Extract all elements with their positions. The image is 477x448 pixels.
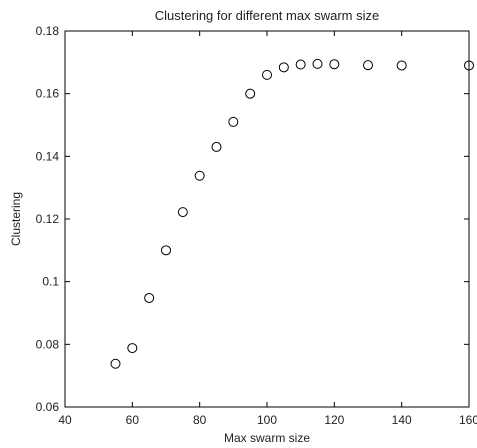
data-point-0-9: [262, 69, 272, 80]
data-point-0-12: [312, 58, 323, 69]
chart-title: Clustering for different max swarm size: [155, 8, 379, 23]
data-point-0-4: [177, 207, 188, 218]
y-tick-label-0: 0.06: [36, 400, 60, 414]
data-point-0-2: [144, 292, 155, 303]
x-tick-label-0: 40: [58, 413, 72, 427]
data-point-0-13: [329, 59, 340, 70]
data-point-0-5: [194, 170, 205, 181]
data-point-0-1: [127, 343, 138, 354]
data-point-0-14: [363, 60, 373, 71]
x-tick-group: 40 60 80 100 120 140 160: [58, 31, 477, 427]
y-tick-group: 0.06 0.08 0.1 0.12 0.14 0.16 0.18: [36, 24, 469, 414]
data-point-0-6: [211, 141, 222, 152]
data-point-0-11: [295, 59, 306, 70]
data-point-0-0: [110, 358, 121, 369]
y-tick-label-6: 0.18: [36, 24, 60, 38]
x-tick-label-5: 140: [392, 413, 412, 427]
y-tick-label-4: 0.14: [36, 149, 60, 163]
y-axis-label: Clustering: [9, 192, 23, 246]
x-tick-label-6: 160: [459, 413, 477, 427]
x-tick-label-2: 80: [193, 413, 207, 427]
x-tick-label-4: 120: [324, 413, 344, 427]
x-tick-label-1: 60: [126, 413, 140, 427]
data-point-0-10: [278, 62, 289, 73]
x-tick-label-3: 100: [257, 413, 277, 427]
y-tick-label-2: 0.1: [42, 275, 59, 289]
data-point-0-8: [245, 88, 256, 99]
plot-frame: [64, 30, 470, 408]
data-point-0-7: [228, 116, 239, 127]
data-point-group: [110, 58, 474, 369]
plot-frame-group: [64, 30, 470, 408]
y-tick-label-3: 0.12: [36, 212, 60, 226]
x-axis-label: Max swarm size: [224, 431, 310, 445]
y-tick-label-5: 0.16: [36, 87, 60, 101]
data-point-0-16: [464, 60, 474, 71]
data-point-0-3: [161, 245, 171, 256]
data-point-0-15: [396, 60, 407, 71]
y-tick-label-1: 0.08: [36, 337, 60, 351]
